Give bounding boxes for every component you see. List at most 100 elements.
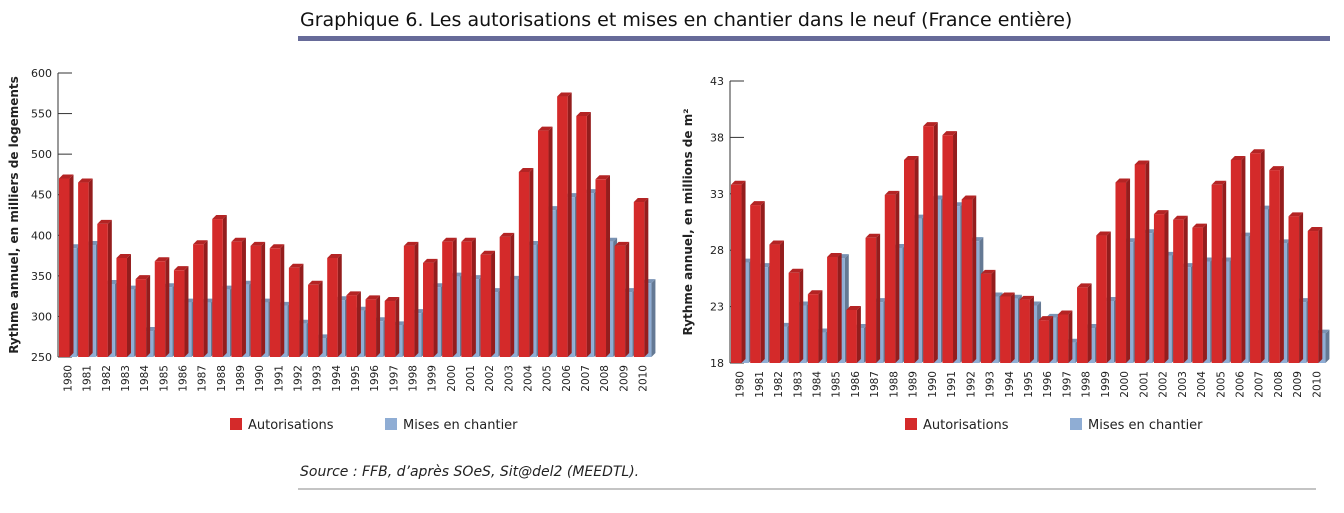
x-tick-label: 1997 xyxy=(1061,371,1073,398)
x-tick-label: 2001 xyxy=(465,365,477,392)
y-tick-label: 300 xyxy=(31,310,52,323)
bar-top xyxy=(154,257,170,262)
bar-side xyxy=(1202,223,1207,363)
bar xyxy=(537,130,549,357)
bar xyxy=(576,116,587,358)
bar-top xyxy=(750,201,765,206)
bar xyxy=(923,126,934,364)
bar-top xyxy=(1307,227,1323,232)
x-tick-label: 1991 xyxy=(946,371,958,398)
bar xyxy=(327,258,338,357)
legend-label: Autorisations xyxy=(923,418,1009,433)
bar-side xyxy=(972,195,977,363)
bar-side xyxy=(741,180,746,363)
bar xyxy=(884,194,896,363)
bar-top xyxy=(346,291,361,296)
x-tick-label: 1983 xyxy=(120,365,132,392)
x-tick-label: 1999 xyxy=(427,365,439,392)
x-tick-label: 2008 xyxy=(599,365,611,392)
bar-side xyxy=(991,269,996,363)
bar-side xyxy=(107,219,112,357)
bar-top xyxy=(116,254,131,259)
legend-swatch xyxy=(230,418,242,430)
x-tick-label: 2001 xyxy=(1138,371,1150,398)
bar xyxy=(58,178,70,357)
bar-side xyxy=(651,279,656,357)
bar-side xyxy=(222,215,227,357)
bar-side xyxy=(1164,210,1169,363)
bar xyxy=(231,241,242,357)
bar xyxy=(1269,170,1280,363)
bar-side xyxy=(1087,283,1092,363)
bar-top xyxy=(730,180,746,185)
y-tick-label: 33 xyxy=(710,188,724,201)
bar-side xyxy=(88,178,93,357)
bar-top xyxy=(769,240,784,245)
x-tick-label: 2005 xyxy=(542,365,554,392)
x-tick-label: 1981 xyxy=(754,371,766,398)
bar-side xyxy=(567,92,572,357)
bar-side xyxy=(1325,329,1330,363)
bar-top xyxy=(423,258,438,263)
bar xyxy=(423,262,434,357)
y-tick-label: 28 xyxy=(710,244,724,257)
x-tick-label: 1982 xyxy=(773,371,785,398)
bar xyxy=(308,284,319,357)
bar xyxy=(730,184,742,363)
bar-side xyxy=(933,122,938,364)
bar xyxy=(116,258,127,357)
x-tick-label: 2003 xyxy=(1177,371,1189,398)
bar xyxy=(1019,299,1030,363)
y-tick-label: 43 xyxy=(710,75,724,88)
bar-top xyxy=(1250,149,1265,154)
bar-side xyxy=(471,237,476,357)
bar-top xyxy=(461,237,476,242)
bar-top xyxy=(1134,160,1150,165)
bar-side xyxy=(395,297,400,357)
bar-side xyxy=(644,198,649,357)
bar xyxy=(788,272,800,363)
bar xyxy=(980,273,992,363)
bar-top xyxy=(1153,210,1169,215)
bar-side xyxy=(1145,160,1150,363)
x-tick-label: 2004 xyxy=(1196,371,1208,398)
bar-side xyxy=(760,201,765,363)
x-tick-label: 2004 xyxy=(522,365,534,392)
bar-side xyxy=(203,240,208,357)
bar-side xyxy=(146,275,151,357)
x-tick-label: 1995 xyxy=(1023,371,1035,398)
bar-top xyxy=(250,241,266,246)
bar-top xyxy=(231,237,246,242)
x-tick-label: 1996 xyxy=(369,365,381,392)
bar-top xyxy=(442,237,457,242)
bar xyxy=(1038,320,1050,363)
bar-top xyxy=(980,269,996,274)
x-tick-label: 1998 xyxy=(407,365,419,392)
bar-side xyxy=(548,126,553,358)
x-tick-label: 1986 xyxy=(178,365,190,392)
bar-top xyxy=(884,190,900,195)
legend-label: Mises en chantier xyxy=(1088,418,1203,433)
bar-top xyxy=(865,233,881,238)
x-tick-label: 1984 xyxy=(139,365,151,392)
bar-side xyxy=(165,257,170,357)
bar xyxy=(769,244,780,363)
bar-side xyxy=(1183,215,1188,363)
bar xyxy=(403,245,415,357)
bar xyxy=(942,135,954,363)
bar-top xyxy=(961,195,977,200)
bar-top xyxy=(58,174,74,179)
bar-side xyxy=(856,305,861,363)
x-tick-label: 2005 xyxy=(1215,371,1227,398)
x-tick-label: 1981 xyxy=(82,365,94,392)
bar-top xyxy=(308,280,323,285)
x-tick-label: 1991 xyxy=(273,365,285,392)
bar-top xyxy=(403,241,419,246)
bar-top xyxy=(557,92,572,97)
bar-top xyxy=(614,241,630,246)
bar-side xyxy=(1318,227,1323,363)
bar-top xyxy=(1269,166,1284,171)
x-tick-label: 1999 xyxy=(1100,371,1112,398)
bar xyxy=(1173,219,1184,363)
